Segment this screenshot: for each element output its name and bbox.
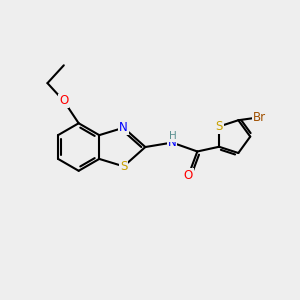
Text: O: O — [59, 94, 68, 107]
Text: N: N — [168, 136, 176, 149]
Text: Br: Br — [253, 111, 266, 124]
Text: H: H — [169, 131, 176, 141]
Text: N: N — [119, 121, 128, 134]
Text: O: O — [184, 169, 193, 182]
Text: S: S — [215, 120, 223, 133]
Text: S: S — [120, 160, 127, 173]
